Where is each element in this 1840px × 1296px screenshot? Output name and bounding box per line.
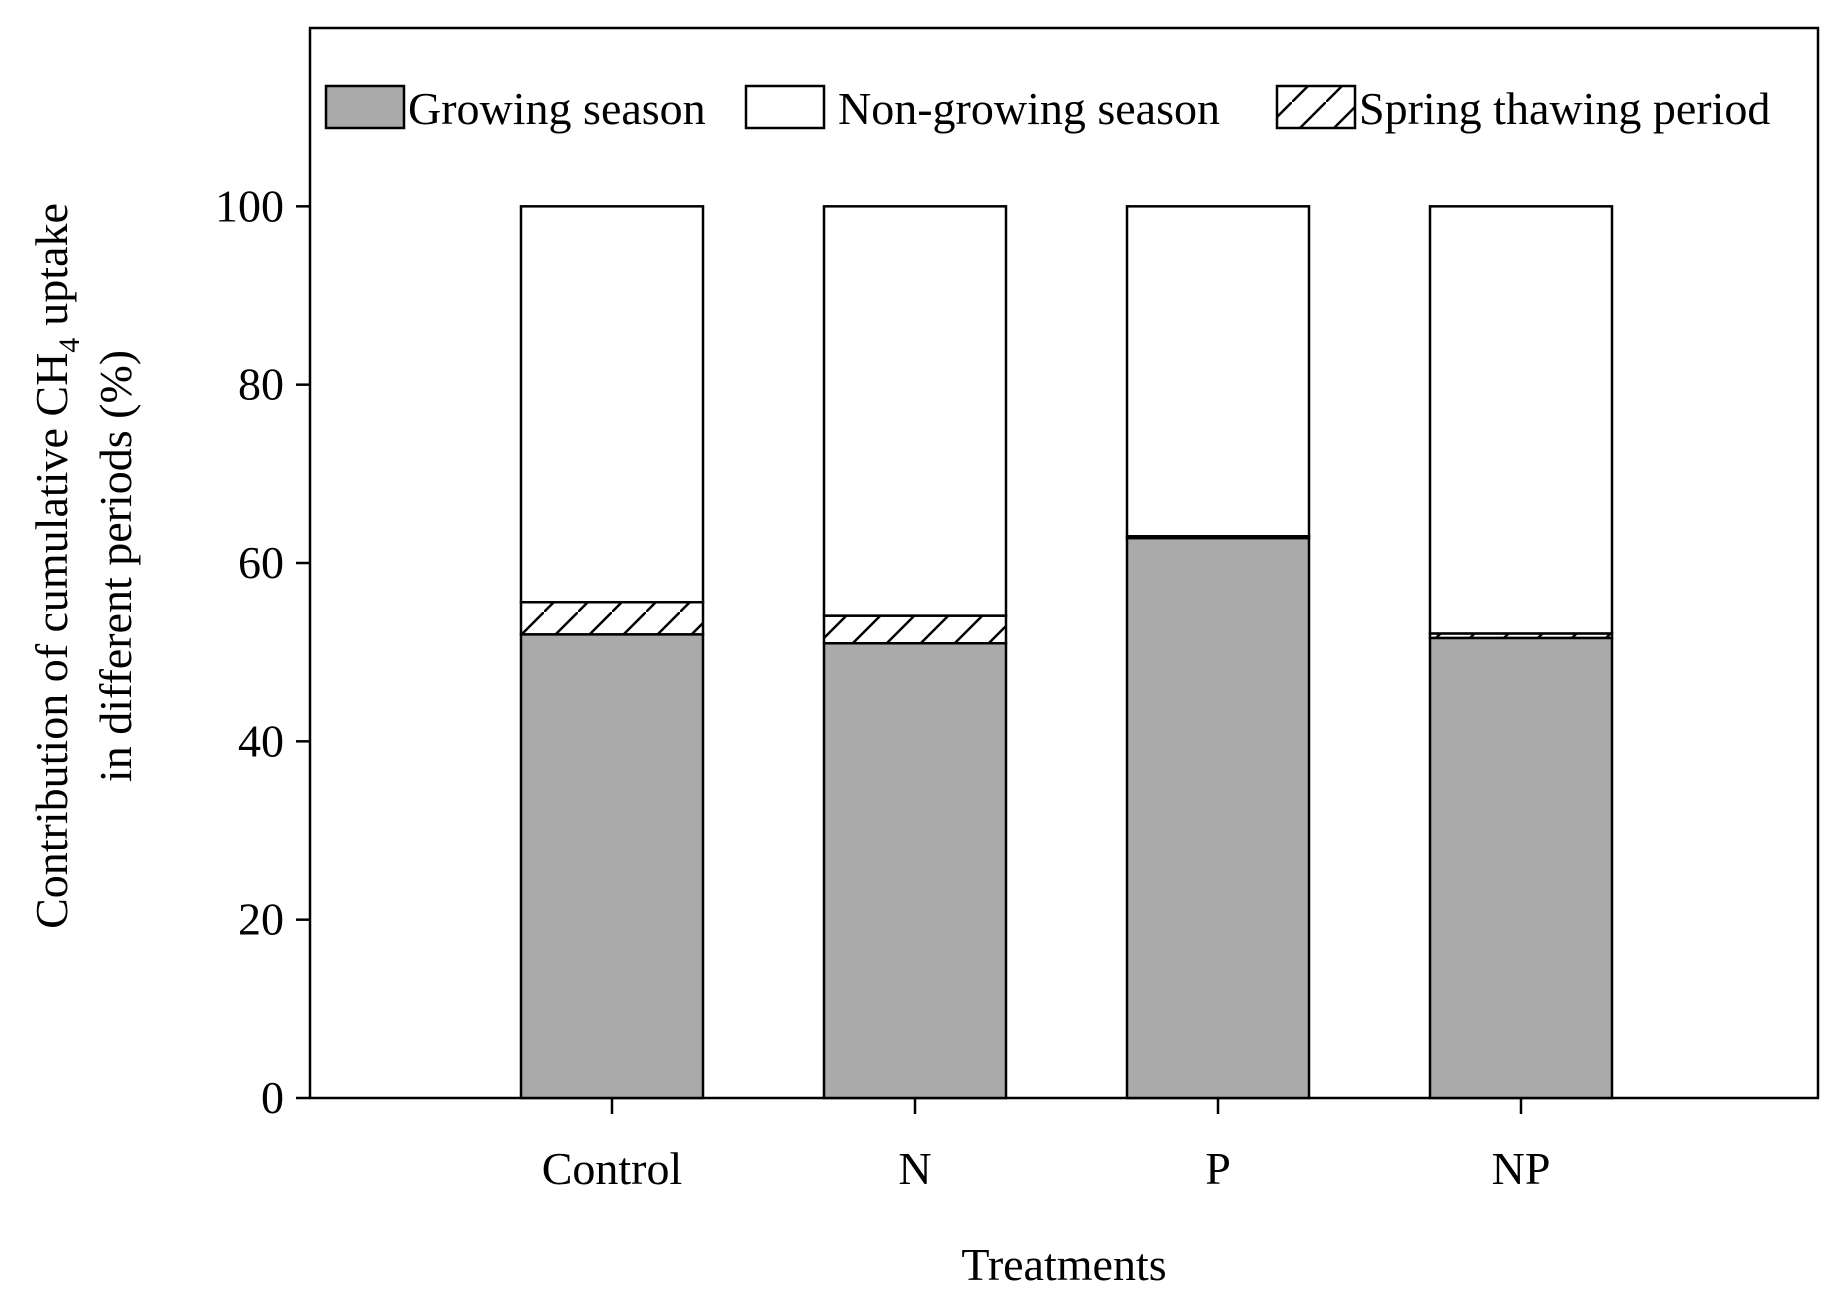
legend-swatch-non-growing-season — [744, 84, 826, 130]
x-tick-label-p: P — [1205, 1143, 1231, 1194]
x-axis: Control N P NP — [542, 1098, 1551, 1194]
bar-np-non-growing-season — [1428, 205, 1614, 635]
bar-np-growing-season — [1428, 636, 1614, 1100]
bar-p-growing-season — [1125, 536, 1311, 1100]
x-tick-label-n: N — [898, 1143, 931, 1194]
bar-p-non-growing-season — [1125, 205, 1311, 538]
legend-label-growing-season: Growing season — [408, 83, 706, 134]
y-tick-label: 40 — [238, 715, 284, 766]
bar-n-growing-season — [822, 642, 1008, 1100]
bar-control-non-growing-season — [519, 205, 705, 604]
y-axis-title-line2: in different periods (%) — [90, 350, 141, 782]
legend: Growing season Non-growing season Spring t… — [324, 83, 1770, 134]
y-axis: 0 20 40 60 80 100 — [215, 180, 310, 1123]
y-axis-title-subscript: 4 — [53, 338, 86, 353]
legend-label-non-growing-season: Non-growing season — [838, 83, 1220, 134]
x-axis-title: Treatments — [961, 1239, 1166, 1290]
y-tick-label: 80 — [238, 359, 284, 410]
y-tick-label: 100 — [215, 180, 284, 231]
legend-swatch-spring-thawing-period — [1275, 84, 1357, 130]
bar-control-growing-season — [519, 633, 705, 1100]
y-tick-label: 20 — [238, 894, 284, 945]
x-tick-label-control: Control — [542, 1143, 683, 1194]
svg-text:Contribution of cumulative CH4: Contribution of cumulative CH4 uptake — [26, 203, 86, 929]
legend-swatch-growing-season — [324, 84, 406, 130]
legend-label-spring-thawing-period: Spring thawing period — [1359, 83, 1770, 134]
y-axis-title-suffix: uptake — [26, 203, 77, 326]
bar-n-non-growing-season — [822, 205, 1008, 617]
bar-n-spring-thawing-period — [822, 614, 1008, 645]
y-tick-label: 60 — [238, 537, 284, 588]
x-tick-label-np: NP — [1492, 1143, 1551, 1194]
bar-group — [519, 205, 1614, 1100]
y-axis-title: Contribution of cumulative CH4 uptake in … — [26, 203, 141, 929]
bar-control-spring-thawing-period — [519, 600, 705, 636]
y-tick-label: 0 — [261, 1072, 284, 1123]
y-axis-title-prefix: Contribution of cumulative CH — [26, 353, 77, 929]
